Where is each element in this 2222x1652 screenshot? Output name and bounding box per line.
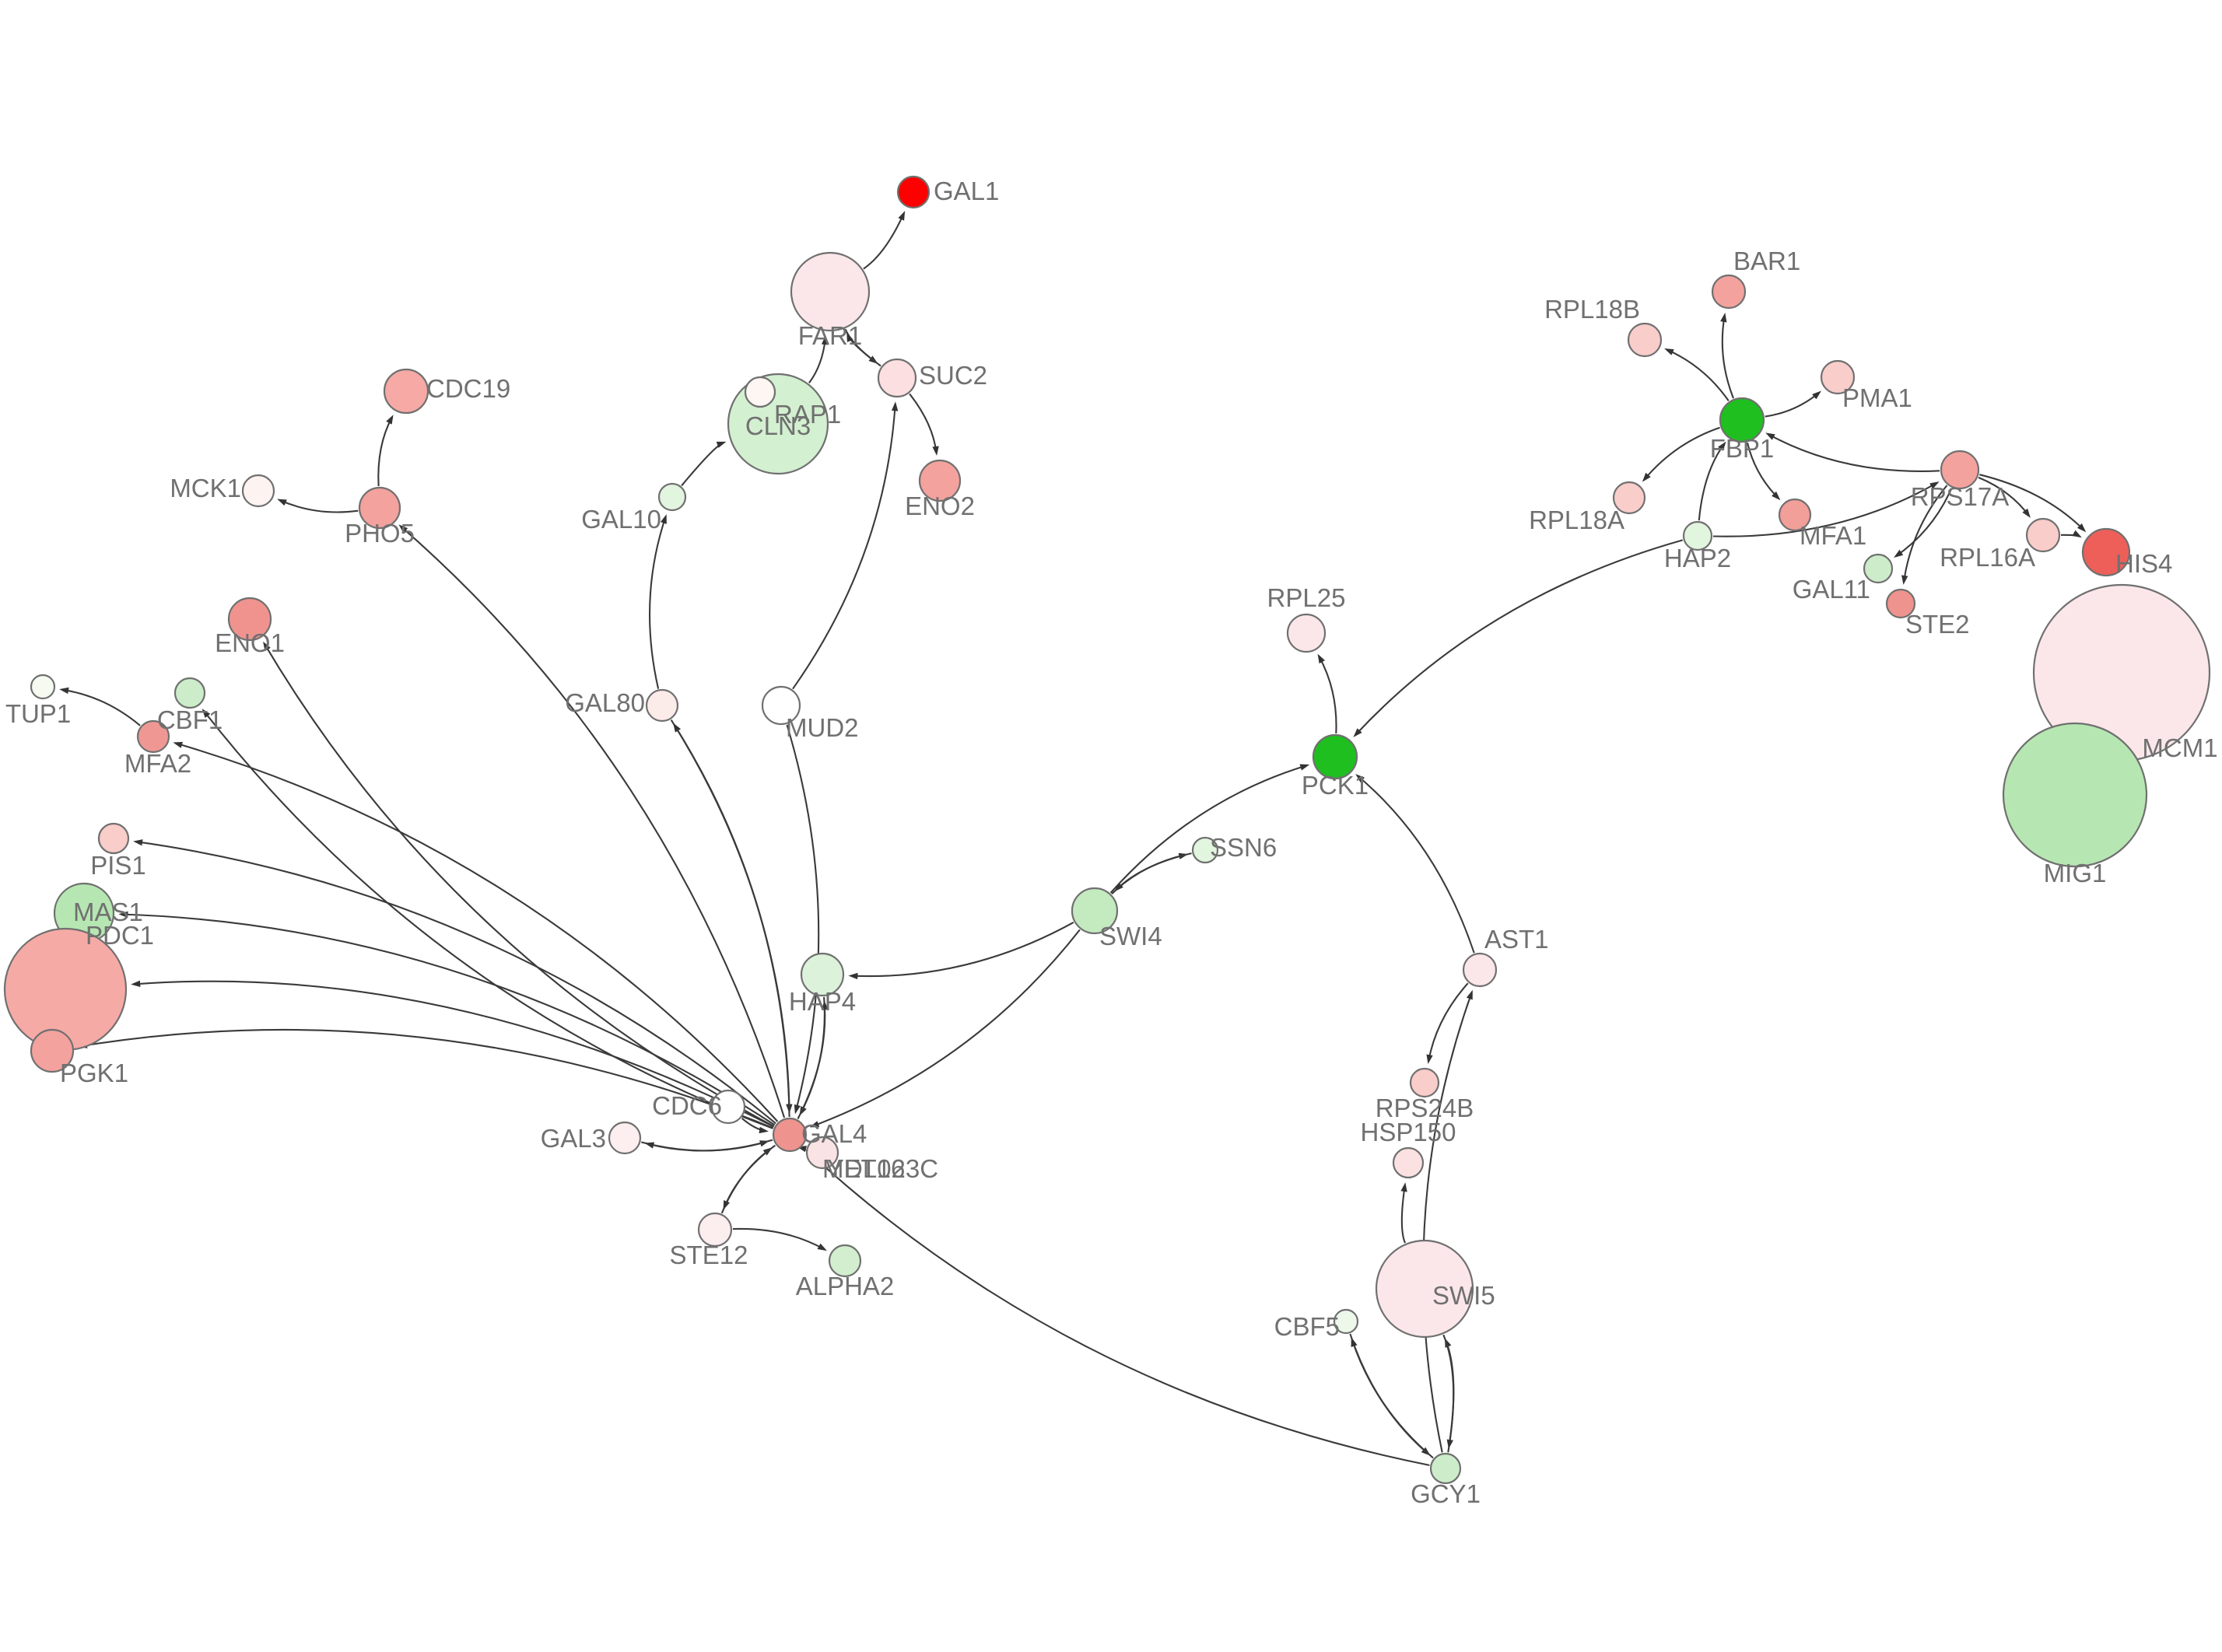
- svg-text:SWI4: SWI4: [1099, 922, 1162, 950]
- svg-text:MET16: MET16: [822, 1154, 905, 1183]
- svg-text:RAP1: RAP1: [774, 400, 841, 429]
- svg-text:GAL1: GAL1: [934, 177, 999, 205]
- svg-text:GAL11: GAL11: [1793, 575, 1870, 604]
- svg-text:BAR1: BAR1: [1733, 247, 1800, 275]
- svg-text:AST1: AST1: [1484, 925, 1549, 954]
- svg-text:MCM1: MCM1: [2142, 733, 2217, 762]
- svg-text:TUP1: TUP1: [5, 699, 71, 728]
- svg-text:PIS1: PIS1: [90, 851, 146, 880]
- svg-text:ENO1: ENO1: [215, 628, 285, 657]
- svg-text:HIS4: HIS4: [2115, 549, 2172, 578]
- svg-text:PGK1: PGK1: [60, 1059, 128, 1087]
- svg-text:CDC19: CDC19: [426, 374, 510, 403]
- svg-text:MCK1: MCK1: [170, 474, 241, 502]
- svg-text:HAP4: HAP4: [789, 987, 856, 1016]
- svg-text:MUD2: MUD2: [786, 713, 859, 742]
- svg-text:PMA1: PMA1: [1842, 383, 1912, 412]
- svg-text:HSP150: HSP150: [1361, 1118, 1456, 1146]
- svg-text:MIG1: MIG1: [2044, 859, 2107, 887]
- svg-text:ALPHA2: ALPHA2: [796, 1272, 895, 1300]
- svg-text:PHO5: PHO5: [345, 519, 415, 548]
- svg-text:ENO2: ENO2: [905, 492, 975, 520]
- svg-text:SUC2: SUC2: [919, 361, 987, 390]
- svg-text:GCY1: GCY1: [1411, 1479, 1481, 1508]
- svg-text:RPL18B: RPL18B: [1544, 295, 1640, 324]
- svg-text:GAL80: GAL80: [565, 688, 645, 717]
- svg-text:FBP1: FBP1: [1710, 434, 1775, 463]
- svg-text:GAL3: GAL3: [541, 1124, 606, 1153]
- svg-text:MFA2: MFA2: [124, 749, 191, 778]
- svg-text:RPL18A: RPL18A: [1529, 506, 1624, 534]
- svg-text:STE2: STE2: [1905, 610, 1970, 639]
- svg-text:GAL4: GAL4: [801, 1119, 867, 1148]
- svg-text:PDC1: PDC1: [86, 921, 154, 950]
- svg-text:CDC6: CDC6: [652, 1091, 722, 1120]
- svg-text:STE12: STE12: [670, 1241, 748, 1269]
- svg-text:SSN6: SSN6: [1210, 833, 1277, 862]
- svg-text:GAL10: GAL10: [581, 505, 661, 534]
- svg-text:CBF5: CBF5: [1274, 1312, 1340, 1341]
- svg-text:SWI5: SWI5: [1432, 1281, 1495, 1310]
- svg-text:RPL16A: RPL16A: [1940, 543, 2035, 572]
- svg-text:RPS17A: RPS17A: [1911, 482, 2010, 511]
- svg-text:FAR1: FAR1: [798, 321, 863, 350]
- svg-text:RPL25: RPL25: [1267, 583, 1346, 612]
- svg-text:CBF1: CBF1: [157, 705, 223, 734]
- svg-text:PCK1: PCK1: [1302, 771, 1369, 800]
- svg-text:MFA1: MFA1: [1800, 521, 1866, 550]
- svg-text:HAP2: HAP2: [1664, 544, 1731, 572]
